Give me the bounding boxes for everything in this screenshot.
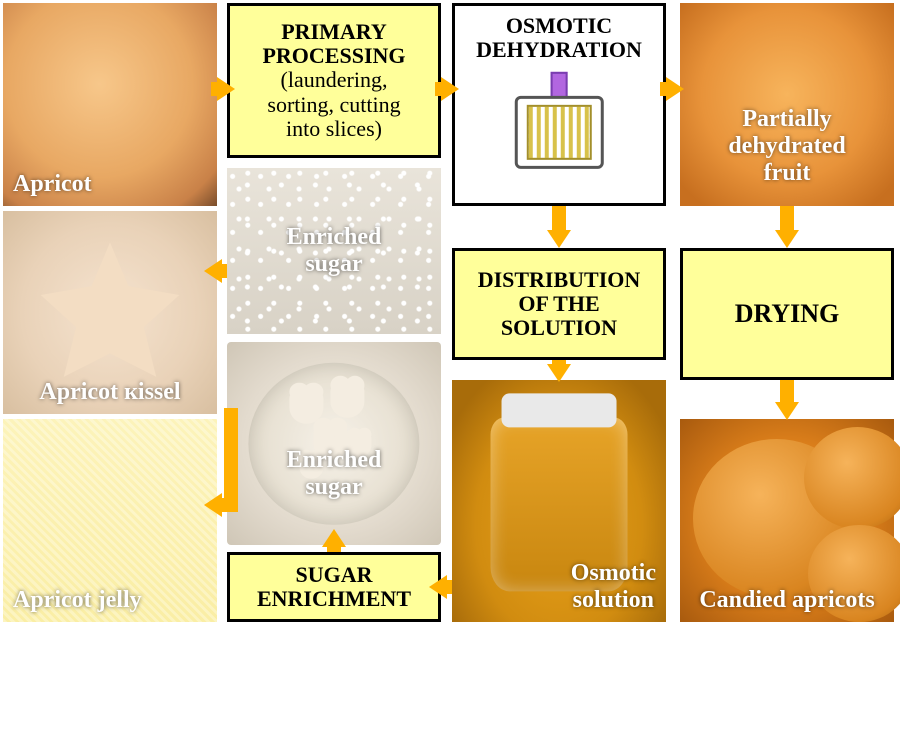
tile-enriched-sugar-2: Enriched sugar xyxy=(227,342,441,545)
arrow-dehyd-to-drying xyxy=(780,206,794,230)
box-osmotic-dehydration: OSMOTIC DEHYDRATION xyxy=(452,3,666,206)
arrow-sugar1-to-kissel xyxy=(222,264,227,278)
sugar-heart-icon xyxy=(331,385,365,417)
arrow-distribution-to-solution xyxy=(552,360,566,364)
box-primary-processing: PRIMARY PROCESSING (laundering, sorting,… xyxy=(227,3,441,158)
tile-candied-apricots: Candied apricots xyxy=(680,419,894,622)
tile-kissel: Apricot кissel xyxy=(3,211,217,414)
box-drying-title: DRYING xyxy=(735,300,840,329)
tile-osmotic-solution: Osmotic solution xyxy=(452,380,666,622)
arrow-osmotic-to-distribution xyxy=(552,206,566,230)
arrow-elbow-to-jelly xyxy=(222,498,238,512)
label-enriched-sugar-1: Enriched sugar xyxy=(287,224,382,278)
box-primary-title: PRIMARY PROCESSING xyxy=(262,20,405,68)
arrow-apricot-to-primary xyxy=(211,82,217,96)
label-osmotic-solution: Osmotic solution xyxy=(571,560,656,614)
tile-enriched-sugar-1: Enriched sugar xyxy=(227,168,441,334)
arrow-solution-to-sugarenrich xyxy=(447,580,452,594)
kissel-star-shape xyxy=(33,239,187,385)
box-primary-subtitle: (laundering, sorting, cutting into slice… xyxy=(267,68,400,141)
label-enriched-sugar-2: Enriched sugar xyxy=(287,447,382,501)
arrow-osmotic-to-dehyd xyxy=(660,82,666,96)
osmotic-device-icon xyxy=(501,65,617,175)
box-drying: DRYING xyxy=(680,248,894,380)
elbow-sugar-to-jelly-v xyxy=(224,408,238,512)
box-distribution: DISTRIBUTION OF THE SOLUTION xyxy=(452,248,666,360)
label-jelly: Apricot jelly xyxy=(13,587,142,614)
tile-apricot: Apricot xyxy=(3,3,217,206)
box-sugar-enrichment-title: SUGAR ENRICHMENT xyxy=(257,563,411,611)
box-sugar-enrichment: SUGAR ENRICHMENT xyxy=(227,552,441,622)
box-distribution-title: DISTRIBUTION OF THE SOLUTION xyxy=(478,268,641,341)
candied-fruit-shape xyxy=(804,427,900,529)
box-osmotic-title: OSMOTIC DEHYDRATION xyxy=(476,14,642,62)
arrow-sugarenrich-to-sugar2 xyxy=(327,547,341,552)
label-candied-apricots: Candied apricots xyxy=(699,587,874,614)
label-partially-dehydrated: Partially dehydrated fruit xyxy=(728,106,845,187)
arrow-primary-to-osmotic xyxy=(435,82,441,96)
tile-partially-dehydrated: Partially dehydrated fruit xyxy=(680,3,894,206)
arrow-drying-to-candied xyxy=(780,380,794,402)
tile-jelly: Apricot jelly xyxy=(3,419,217,622)
label-kissel: Apricot кissel xyxy=(39,379,180,406)
label-apricot: Apricot xyxy=(13,171,92,198)
